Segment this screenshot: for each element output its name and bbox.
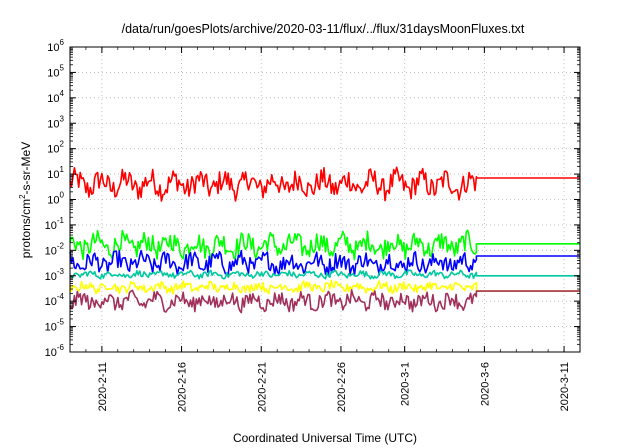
series-line xyxy=(69,166,580,202)
y-tick-label-base: 10 xyxy=(45,271,57,283)
y-tick-label-exp: -6 xyxy=(57,343,65,352)
x-tick-label: 2020-3-6 xyxy=(479,362,491,406)
y-tick-label: 10-4 xyxy=(45,292,65,308)
x-axis: 2020-2-11 2020-2-16 2020-2-21 2020-2-26 2020… xyxy=(69,47,581,412)
y-tick-label-exp: -1 xyxy=(57,216,65,225)
y-tick-label-exp: 5 xyxy=(60,63,65,72)
y-tick-label: 100 xyxy=(47,191,64,207)
y-tick-label: 101 xyxy=(47,165,64,181)
x-tick-label: 2020-2-21 xyxy=(256,362,268,412)
y-tick-label: 106 xyxy=(47,38,64,54)
x-tick-label: 2020-2-11 xyxy=(97,362,109,411)
x-tick-label: 2020-3-11 xyxy=(559,362,571,411)
series-line xyxy=(69,249,580,277)
series-line xyxy=(69,269,580,280)
x-tick-label: 2020-3-1 xyxy=(400,362,412,406)
y-tick-label-exp: 1 xyxy=(60,165,65,174)
y-tick-label: 10-2 xyxy=(45,241,65,257)
y-axis-label: protons/cm2-s-sr-MeV xyxy=(18,142,33,258)
y-tick-label-base: 10 xyxy=(45,220,57,232)
y-tick-label-base: 10 xyxy=(47,195,59,207)
y-tick-label-base: 10 xyxy=(47,42,59,54)
y-tick-label-exp: -3 xyxy=(57,267,65,276)
y-tick-label: 10-1 xyxy=(45,216,65,232)
y-tick-label: 10-5 xyxy=(45,318,65,334)
y-tick-label-base: 10 xyxy=(47,169,59,181)
series-line xyxy=(69,279,580,295)
y-tick-label-exp: 6 xyxy=(60,38,65,47)
x-axis-label: Coordinated Universal Time (UTC) xyxy=(233,431,417,445)
y-tick-label: 104 xyxy=(47,89,64,105)
y-axis-label-rest: -s-sr-MeV xyxy=(19,142,33,195)
y-axis-label-sup: 2 xyxy=(18,194,27,199)
y-tick-label: 103 xyxy=(47,114,64,130)
chart-title: /data/run/goesPlots/archive/2020-03-11/f… xyxy=(122,22,525,36)
y-tick-label-exp: 4 xyxy=(60,89,65,98)
y-tick-label-base: 10 xyxy=(45,347,57,359)
y-tick-label-base: 10 xyxy=(47,118,59,130)
y-tick-label-base: 10 xyxy=(45,322,57,334)
x-tick-label: 2020-2-16 xyxy=(177,362,189,412)
y-tick-label-base: 10 xyxy=(47,67,59,79)
y-tick-label: 10-6 xyxy=(45,343,65,359)
y-tick-label-exp: 3 xyxy=(60,114,65,123)
series-group xyxy=(69,166,580,314)
y-tick-label-base: 10 xyxy=(45,296,57,308)
series-line xyxy=(69,229,580,261)
y-tick-label-exp: -5 xyxy=(57,318,65,327)
series-line xyxy=(69,289,580,314)
y-tick-label-base: 10 xyxy=(47,93,59,105)
y-tick-label-exp: 2 xyxy=(60,140,65,149)
y-axis-label-main: protons/cm xyxy=(19,199,33,258)
y-tick-label-exp: -2 xyxy=(57,241,65,250)
y-tick-label-base: 10 xyxy=(45,245,57,257)
y-tick-label: 10-3 xyxy=(45,267,65,283)
y-tick-label-exp: -4 xyxy=(57,292,65,301)
y-axis: 10-610-510-410-310-210-11001011021031041… xyxy=(45,38,580,359)
y-tick-label: 105 xyxy=(47,63,64,79)
y-tick-label-exp: 0 xyxy=(60,191,65,200)
y-tick-label: 102 xyxy=(47,140,64,156)
y-tick-label-base: 10 xyxy=(47,144,59,156)
x-tick-label: 2020-2-26 xyxy=(336,362,348,412)
